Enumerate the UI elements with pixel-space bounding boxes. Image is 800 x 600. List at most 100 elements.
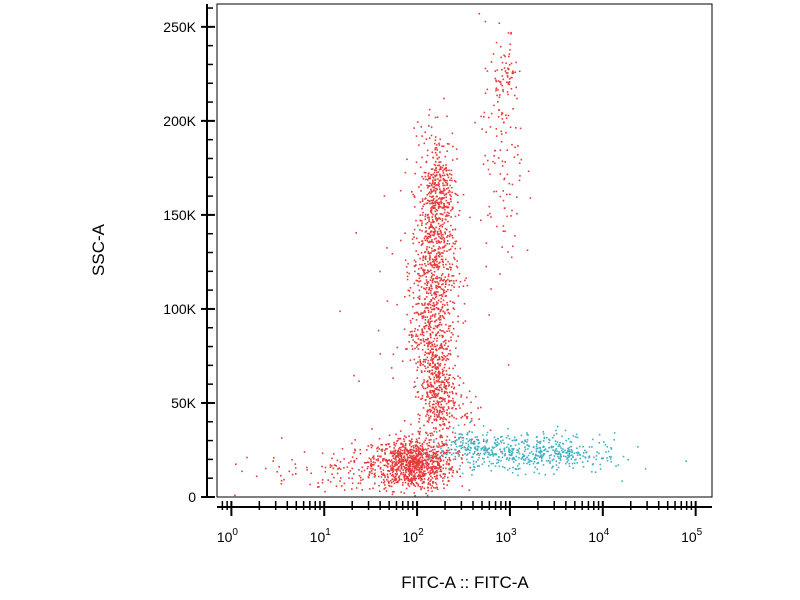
scatter-point [414,458,417,460]
scatter-point [408,272,410,275]
scatter-point [439,458,442,461]
scatter-point [507,82,510,84]
scatter-point [393,478,396,481]
scatter-point [451,206,454,208]
scatter-point [427,292,430,295]
scatter-point [459,377,461,379]
scatter-point [445,467,447,470]
scatter-point [347,472,350,474]
scatter-point [501,75,504,77]
scatter-point [423,470,425,473]
scatter-point [388,459,391,461]
scatter-point [424,448,427,450]
scatter-point [435,209,438,211]
scatter-point [430,439,432,441]
scatter-point [518,447,521,450]
scatter-point [422,382,424,385]
scatter-point [445,380,448,383]
scatter-point [434,263,437,266]
scatter-point [421,333,424,336]
scatter-point [431,421,433,424]
scatter-point [470,401,472,404]
scatter-point [592,463,595,465]
scatter-point [448,421,451,424]
scatter-point [421,230,423,232]
scatter-point [399,438,401,440]
scatter-point [426,149,429,152]
scatter-point [411,345,413,347]
scatter-point [445,402,448,405]
scatter-point [555,460,558,462]
scatter-point [543,437,546,440]
scatter-point [435,199,438,202]
scatter-point [446,188,448,190]
scatter-point [432,199,434,201]
scatter-point [430,299,433,302]
scatter-point [426,282,429,285]
scatter-point [437,372,439,374]
scatter-point [434,460,436,463]
scatter-point [420,244,423,246]
scatter-point [397,456,400,458]
scatter-point [440,233,442,235]
scatter-point [440,384,442,386]
scatter-point [431,239,433,241]
scatter-point [401,449,404,452]
scatter-point [383,474,385,476]
scatter-point [437,241,440,244]
scatter-point [517,449,519,451]
scatter-point [455,181,457,183]
scatter-point [399,451,402,453]
scatter-point [392,452,394,455]
scatter-point [414,261,417,263]
scatter-point [464,279,466,282]
scatter-point [532,453,534,455]
scatter-point [411,468,414,470]
scatter-point [406,464,408,466]
scatter-point [425,178,427,181]
scatter-point [444,456,447,459]
scatter-point [414,462,416,464]
scatter-point [411,238,414,240]
scatter-point [484,452,487,454]
scatter-point [445,164,447,166]
scatter-point [428,252,431,255]
scatter-point [490,470,493,472]
scatter-point [415,303,417,306]
scatter-point [442,467,445,470]
scatter-point [442,423,444,426]
scatter-point [457,355,459,358]
scatter-point [448,384,451,386]
scatter-point [511,450,513,452]
scatter-point [516,97,518,100]
scatter-point [438,255,441,258]
scatter-point [448,412,451,415]
scatter-point [387,476,389,479]
scatter-point [421,135,423,137]
scatter-point [408,463,411,466]
scatter-point [382,458,384,460]
scatter-point [309,483,311,486]
scatter-point [434,366,437,369]
scatter-point [430,168,433,170]
scatter-point [337,468,339,470]
scatter-point [288,470,291,473]
scatter-point [419,280,422,282]
scatter-point [438,286,440,288]
scatter-point [455,240,458,243]
scatter-point [438,385,441,387]
scatter-point [428,441,431,444]
scatter-point [444,258,447,261]
scatter-point [343,489,346,491]
scatter-point [435,418,438,421]
scatter-point [575,433,578,436]
scatter-point [569,451,571,453]
scatter-point [355,487,358,489]
x-tick-label: 100 [217,527,239,545]
scatter-point [420,275,422,277]
scatter-point [522,453,524,456]
scatter-point [390,485,393,488]
scatter-point [396,480,399,483]
scatter-point [438,164,441,167]
scatter-point [429,432,431,435]
